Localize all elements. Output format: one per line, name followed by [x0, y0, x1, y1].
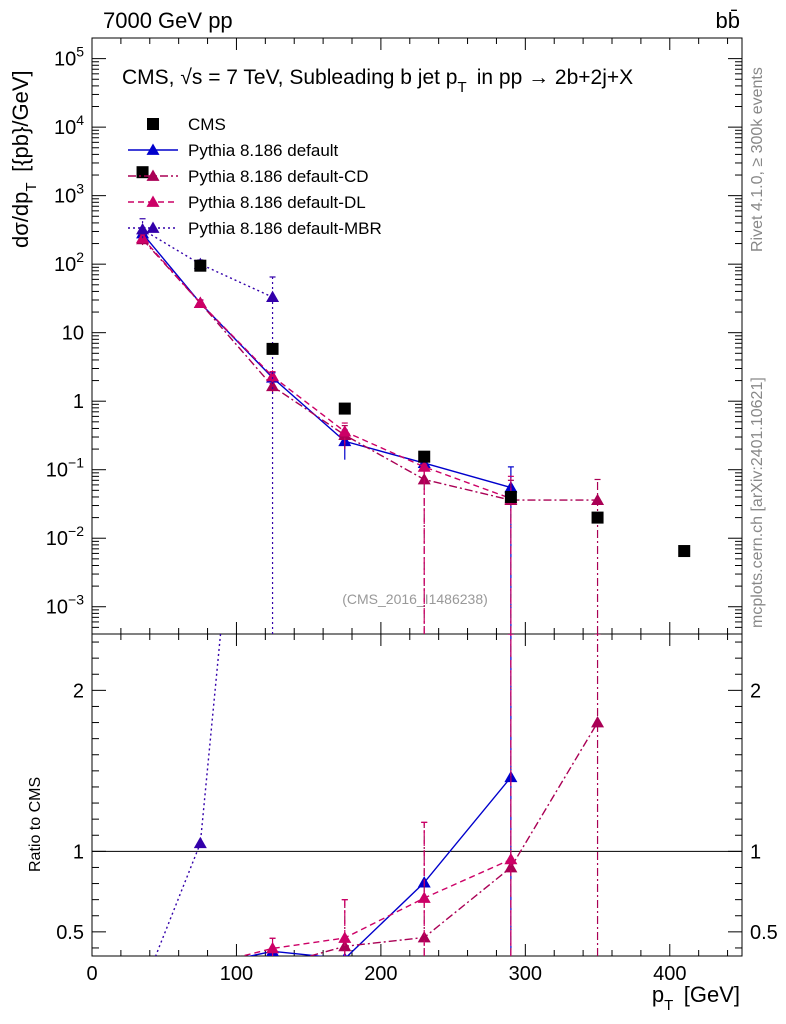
cms-data-point — [418, 450, 431, 463]
legend-marker-dl — [146, 195, 160, 207]
y-tick-label: 10 — [62, 323, 84, 345]
dl-point — [266, 369, 280, 382]
cms-data-point — [338, 402, 351, 415]
ratio-tick-label-right: 1 — [750, 841, 761, 863]
cms-data-point — [136, 166, 149, 179]
x-axis-label: pT [GeV] — [652, 982, 740, 1014]
dl-ratio-point — [266, 941, 280, 954]
mbr-line — [142, 228, 273, 298]
ratio-tick-label-right: 2 — [750, 680, 761, 702]
legend-marker-default — [146, 143, 160, 155]
chart-title: CMS, √s = 7 TeV, Subleading b jet pT in … — [122, 66, 633, 96]
legend-label-cd: Pythia 8.186 default-CD — [188, 167, 369, 186]
ratio-tick-label-right: 0.5 — [750, 922, 778, 944]
header-right: bb̄ — [716, 8, 740, 33]
cms-data-point — [591, 511, 604, 524]
mbr-ratio-point — [193, 836, 207, 849]
legend-marker-cms — [147, 118, 159, 130]
watermark: (CMS_2016_I1486238) — [342, 591, 488, 607]
x-tick-label: 400 — [653, 963, 686, 985]
ratio-panel-frame — [91, 633, 743, 957]
x-tick-label: 100 — [220, 963, 253, 985]
mcplots-label: mcplots.cern.ch [arXiv:2401.10621] — [749, 377, 766, 628]
rivet-label: Rivet 4.1.0, ≥ 300k events — [749, 67, 766, 252]
y-tick-label: 10−3 — [46, 592, 84, 619]
header-left: 7000 GeV pp — [103, 8, 233, 33]
cms-data-point — [194, 259, 207, 272]
y-tick-label: 10−2 — [46, 523, 84, 550]
mbr-point — [136, 223, 150, 235]
cms-data-point — [266, 342, 279, 355]
y-tick-label: 10−1 — [46, 455, 84, 482]
cms-data-point — [504, 490, 517, 503]
dl-line — [142, 237, 512, 500]
x-tick-label: 200 — [364, 963, 397, 985]
legend-label-dl: Pythia 8.186 default-DL — [188, 193, 366, 212]
cd-point — [591, 493, 605, 505]
cd-ratio-point — [417, 930, 431, 943]
y-tick-label: 105 — [54, 44, 84, 71]
dl-ratio-line — [239, 858, 512, 956]
cd-ratio-point — [504, 860, 518, 873]
default-ratio-line — [247, 776, 512, 956]
dl-ratio-point — [504, 852, 518, 865]
ratio-tick-label: 1 — [73, 841, 84, 863]
cms-data-point — [678, 545, 691, 558]
mbr-point — [266, 290, 280, 303]
y-axis-label: dσ/dpT [{pb}/GeV] — [8, 70, 40, 248]
ratio-tick-label: 2 — [73, 680, 84, 702]
dl-ratio-point — [338, 931, 352, 943]
x-tick-label: 0 — [86, 963, 97, 985]
y-tick-label: 102 — [54, 249, 84, 276]
y-tick-label: 103 — [54, 181, 84, 208]
legend-label-mbr: Pythia 8.186 default-MBR — [188, 219, 382, 238]
cd-ratio-point — [591, 716, 605, 728]
cd-point — [266, 379, 280, 392]
dl-point — [338, 425, 352, 437]
ratio-tick-label: 0.5 — [56, 922, 84, 944]
x-tick-label: 300 — [509, 963, 542, 985]
legend-label-cms: CMS — [188, 115, 226, 134]
dl-point — [193, 296, 207, 309]
dl-ratio-point — [417, 891, 431, 903]
legend-marker-cd — [146, 169, 160, 181]
ratio-y-axis-label: Ratio to CMS — [27, 777, 44, 872]
legend-marker-mbr — [146, 221, 160, 233]
legend-label-default: Pythia 8.186 default — [188, 141, 339, 160]
dl-point — [417, 460, 431, 472]
y-tick-label: 104 — [54, 112, 84, 139]
y-tick-label: 1 — [73, 391, 84, 413]
